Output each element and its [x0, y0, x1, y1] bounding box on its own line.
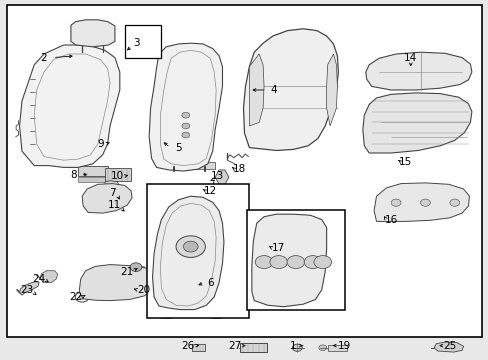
Bar	[78, 177, 107, 182]
Bar	[78, 166, 107, 176]
Text: 18: 18	[232, 164, 246, 174]
Bar	[166, 162, 215, 169]
Bar	[246, 210, 344, 310]
Polygon shape	[20, 45, 120, 167]
Text: 10: 10	[111, 171, 123, 181]
Circle shape	[151, 45, 157, 49]
Text: 23: 23	[20, 285, 34, 295]
Polygon shape	[433, 342, 463, 352]
Text: 7: 7	[109, 188, 116, 198]
Circle shape	[269, 256, 287, 269]
Text: 17: 17	[271, 243, 285, 253]
Polygon shape	[79, 265, 156, 301]
Bar	[37, 146, 49, 148]
Circle shape	[130, 263, 142, 271]
Text: 19: 19	[337, 341, 351, 351]
Text: 15: 15	[398, 157, 412, 167]
Polygon shape	[362, 93, 471, 153]
Circle shape	[182, 132, 189, 138]
Circle shape	[183, 241, 198, 252]
Circle shape	[108, 201, 116, 206]
Text: 21: 21	[120, 267, 134, 277]
Text: 8: 8	[70, 170, 77, 180]
Bar	[105, 168, 130, 181]
Bar	[239, 343, 266, 352]
Text: 2: 2	[41, 53, 47, 63]
Text: 1: 1	[289, 341, 296, 351]
Circle shape	[209, 191, 216, 196]
Circle shape	[313, 256, 331, 269]
Text: 5: 5	[175, 143, 182, 153]
Bar	[108, 281, 117, 293]
Text: 16: 16	[384, 215, 397, 225]
Circle shape	[182, 123, 189, 129]
Circle shape	[304, 256, 321, 269]
Polygon shape	[251, 214, 326, 307]
Bar	[211, 314, 221, 318]
Bar	[124, 25, 161, 58]
Bar	[264, 302, 271, 309]
Circle shape	[449, 199, 459, 206]
Circle shape	[292, 344, 302, 351]
Polygon shape	[326, 54, 337, 126]
Bar	[327, 345, 346, 351]
Circle shape	[79, 295, 85, 299]
Bar	[123, 281, 132, 293]
Bar	[37, 141, 49, 143]
Text: 4: 4	[270, 85, 277, 95]
Polygon shape	[152, 196, 224, 310]
Polygon shape	[82, 184, 132, 213]
Text: 13: 13	[210, 171, 224, 181]
Text: 6: 6	[206, 278, 213, 288]
Circle shape	[176, 236, 205, 257]
Text: 22: 22	[69, 292, 82, 302]
Bar	[303, 302, 310, 309]
Bar	[132, 266, 144, 270]
Polygon shape	[105, 181, 121, 203]
Polygon shape	[243, 29, 338, 150]
Bar	[191, 344, 205, 351]
Text: 24: 24	[32, 274, 46, 284]
Text: 14: 14	[403, 53, 417, 63]
Bar	[37, 151, 49, 153]
Text: 11: 11	[108, 200, 122, 210]
Circle shape	[318, 345, 326, 351]
Text: 3: 3	[133, 38, 140, 48]
Polygon shape	[40, 271, 58, 283]
Bar	[95, 281, 104, 293]
Polygon shape	[149, 43, 222, 171]
Text: 27: 27	[227, 341, 241, 351]
Bar	[161, 314, 171, 318]
Circle shape	[420, 199, 429, 206]
Polygon shape	[373, 183, 468, 221]
Circle shape	[286, 256, 304, 269]
Bar	[37, 136, 49, 139]
Bar	[146, 184, 249, 318]
Polygon shape	[365, 52, 471, 90]
Circle shape	[390, 199, 400, 206]
Circle shape	[255, 256, 272, 269]
Text: 25: 25	[442, 341, 456, 351]
Text: 26: 26	[181, 341, 195, 351]
Bar	[149, 40, 155, 50]
Polygon shape	[20, 282, 39, 295]
Circle shape	[182, 112, 189, 118]
Polygon shape	[71, 20, 115, 47]
Text: 9: 9	[97, 139, 103, 149]
Text: 12: 12	[203, 186, 217, 196]
Polygon shape	[215, 170, 228, 184]
Polygon shape	[249, 54, 264, 126]
Text: 20: 20	[138, 285, 150, 295]
